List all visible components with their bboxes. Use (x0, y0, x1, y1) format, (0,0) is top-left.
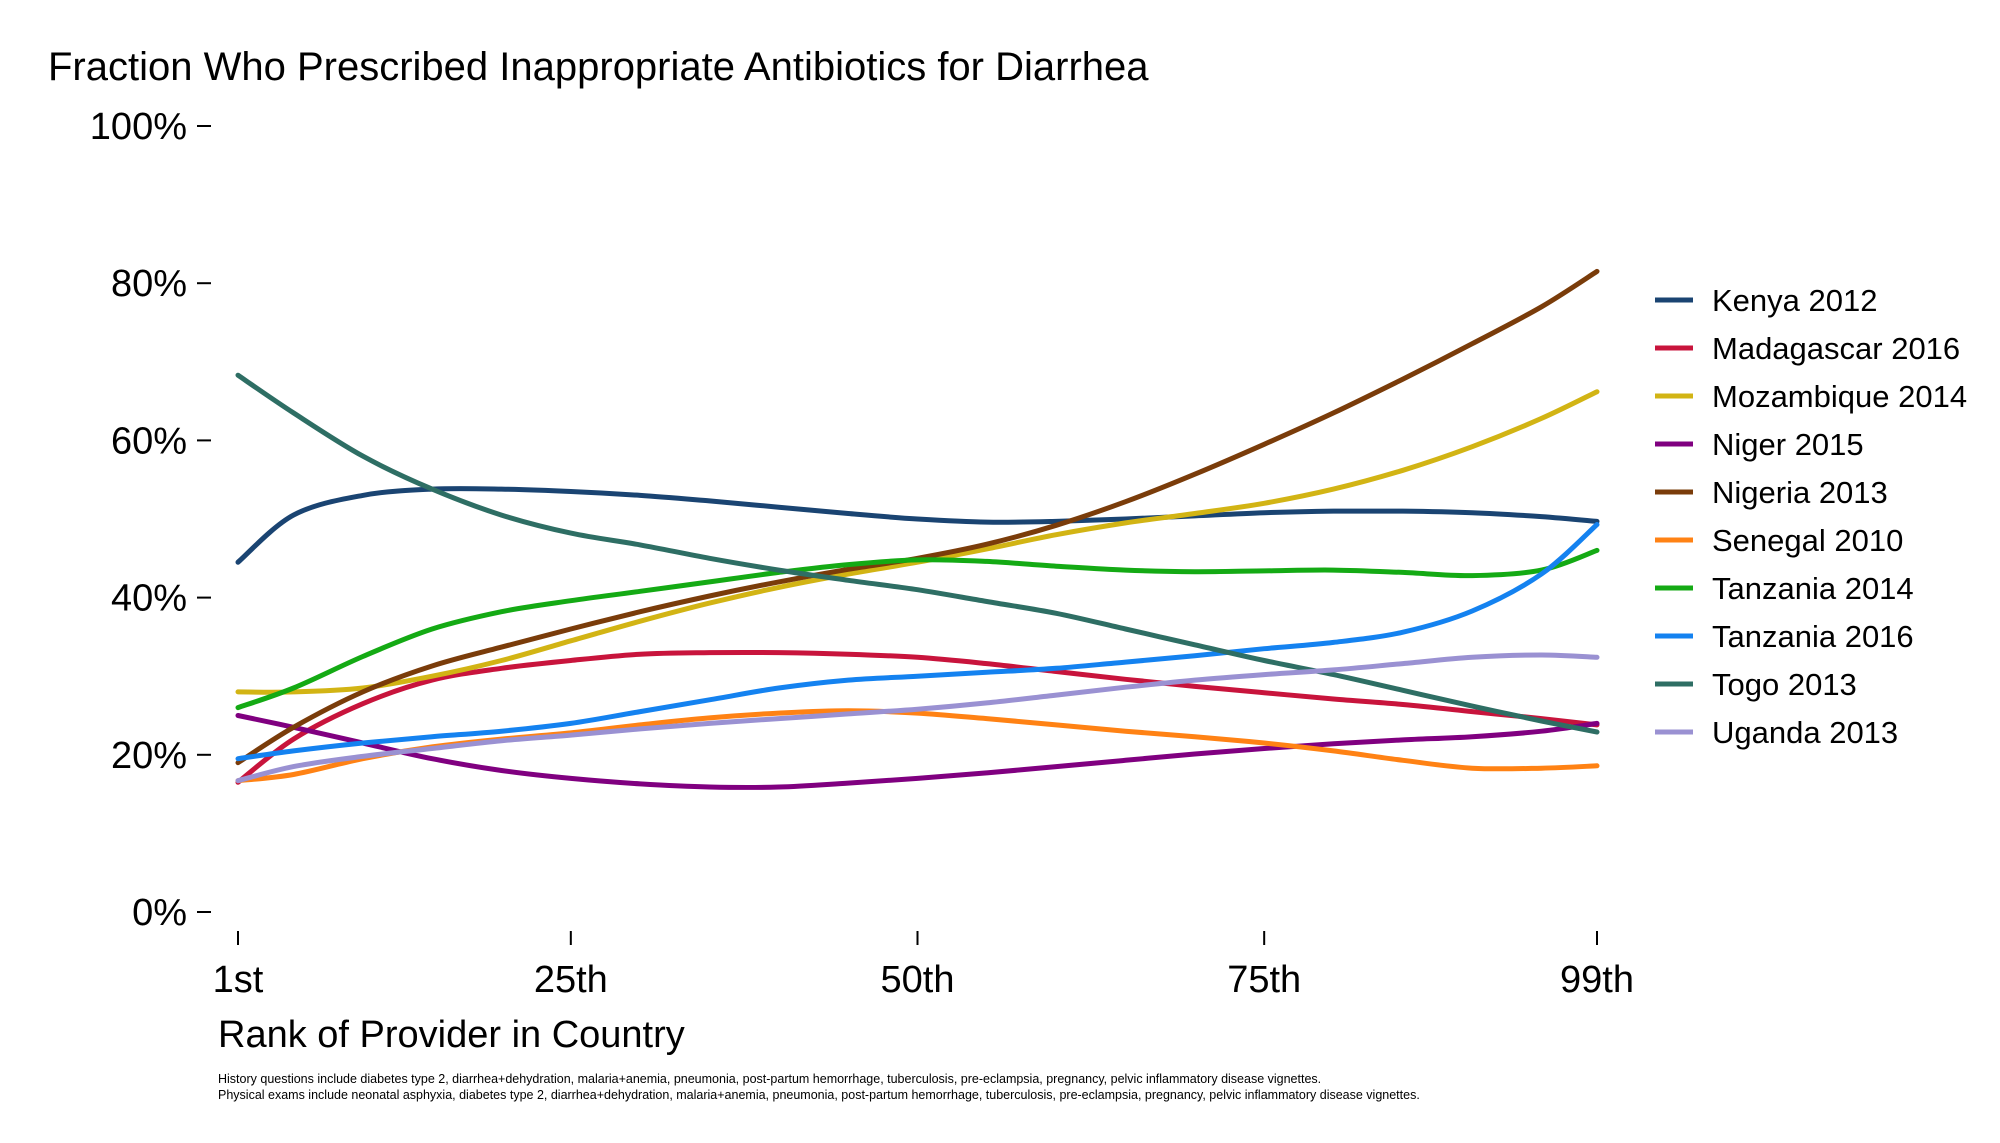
series-line-mozambique-2014 (235, 389, 1600, 695)
legend-label-niger-2015: Niger 2015 (1712, 427, 1864, 462)
y-tick-label-3: 60% (111, 420, 187, 462)
legend-label-tanzania-2016: Tanzania 2016 (1712, 619, 1914, 654)
legend-label-uganda-2013: Uganda 2013 (1712, 715, 1898, 750)
y-tick-label-4: 80% (111, 263, 187, 305)
series-line-madagascar-2016 (235, 649, 1600, 785)
legend-label-kenya-2012: Kenya 2012 (1712, 283, 1877, 318)
x-tick-label-0: 1st (213, 959, 264, 1001)
x-axis: 1st 25th 50th 75th 99th (213, 931, 1634, 1001)
series-line-tanzania-2016 (235, 522, 1600, 762)
legend-label-tanzania-2014: Tanzania 2014 (1712, 571, 1914, 606)
y-axis: 0% 20% 40% 60% 80% 100% (90, 106, 211, 934)
y-tick-label-2: 40% (111, 578, 187, 620)
legend-label-togo-2013: Togo 2013 (1712, 667, 1857, 702)
chart-title: Fraction Who Prescribed Inappropriate An… (48, 45, 1149, 89)
series-line-kenya-2012 (235, 486, 1600, 565)
legend-label-madagascar-2016: Madagascar 2016 (1712, 331, 1960, 366)
y-tick-label-5: 100% (90, 106, 187, 148)
footnote-2: Physical exams include neonatal asphyxia… (218, 1088, 1420, 1102)
series-line-togo-2013 (235, 372, 1600, 735)
series-line-niger-2015 (235, 713, 1600, 790)
x-tick-label-4: 99th (1560, 959, 1634, 1001)
x-tick-label-3: 75th (1227, 959, 1301, 1001)
series-line-uganda-2013 (235, 652, 1600, 784)
legend-label-senegal-2010: Senegal 2010 (1712, 523, 1903, 558)
series-line-tanzania-2014 (235, 547, 1600, 711)
legend-label-nigeria-2013: Nigeria 2013 (1712, 475, 1888, 510)
x-axis-label: Rank of Provider in Country (218, 1014, 685, 1056)
legend: Kenya 2012 Madagascar 2016 Mozambique 2014… (1655, 283, 1967, 750)
series-lines (235, 268, 1600, 790)
x-tick-label-2: 50th (881, 959, 955, 1001)
x-tick-label-1: 25th (534, 959, 608, 1001)
y-tick-label-0: 0% (132, 892, 187, 934)
footnote-1: History questions include diabetes type … (218, 1072, 1321, 1086)
legend-label-mozambique-2014: Mozambique 2014 (1712, 379, 1967, 414)
y-tick-label-1: 20% (111, 735, 187, 777)
